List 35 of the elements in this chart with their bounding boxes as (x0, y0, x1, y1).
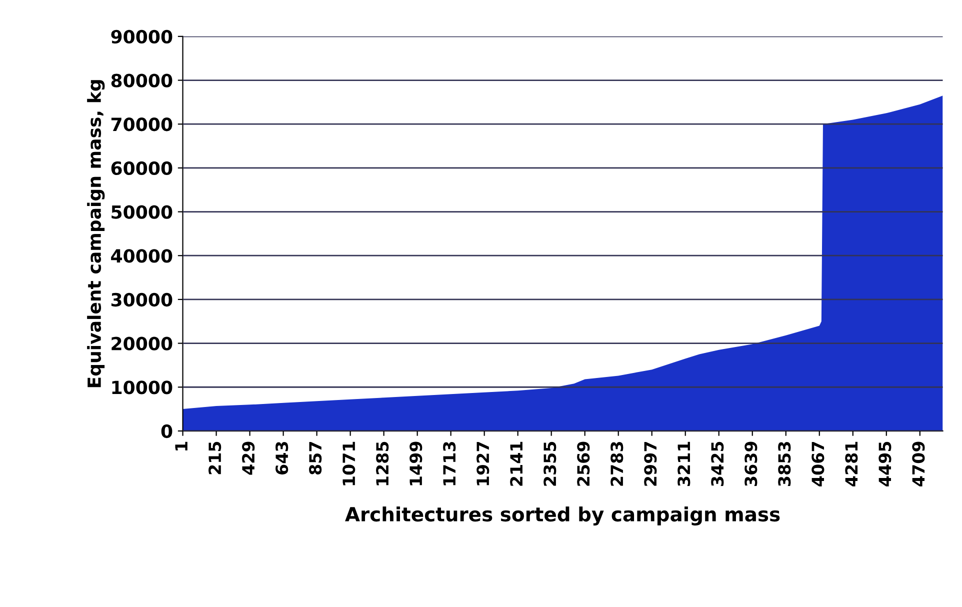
x-tick-label: 4281 (845, 442, 858, 486)
x-tick-label: 2783 (610, 442, 624, 486)
x-tick-label: 4067 (812, 442, 824, 486)
x-tick-label: 3853 (778, 442, 791, 486)
x-tick-label: 2997 (644, 442, 657, 486)
y-tick-label: 60000 (111, 161, 172, 176)
x-tick-label: 2141 (510, 442, 522, 486)
x-tick-label: 1499 (410, 442, 422, 486)
x-axis-title: Architectures sorted by campaign mass (345, 506, 780, 526)
y-axis-title: Equivalent campaign mass, kg (87, 80, 105, 388)
y-tick-label: 20000 (112, 336, 172, 350)
x-tick-label: 3425 (711, 442, 724, 486)
y-tick-label: 40000 (111, 249, 172, 263)
x-tick-label: 429 (242, 442, 255, 475)
x-tick-label: 857 (309, 442, 322, 474)
x-tick-label: 215 (208, 442, 222, 474)
x-tick-label: 1713 (443, 442, 456, 486)
x-tick-label: 643 (276, 442, 288, 474)
x-tick-label: 1927 (476, 442, 490, 486)
x-tick-label: 4495 (878, 442, 892, 486)
y-tick-label: 0 (161, 424, 172, 438)
x-tick-label: 1 (175, 442, 188, 450)
x-tick-label: 1071 (342, 442, 356, 486)
x-tick-label: 1285 (376, 442, 389, 486)
y-tick-label: 30000 (111, 292, 172, 307)
x-tick-label: 3211 (678, 442, 690, 486)
y-tick-label: 50000 (112, 205, 172, 219)
x-tick-label: 2355 (544, 442, 556, 486)
x-tick-label: 2569 (577, 442, 590, 486)
y-tick-label: 90000 (111, 30, 172, 44)
x-tick-label: 4709 (912, 442, 925, 486)
x-tick-label: 3639 (744, 442, 758, 486)
y-tick-label: 70000 (111, 118, 172, 132)
y-tick-label: 80000 (111, 74, 172, 88)
y-tick-label: 10000 (112, 380, 172, 394)
